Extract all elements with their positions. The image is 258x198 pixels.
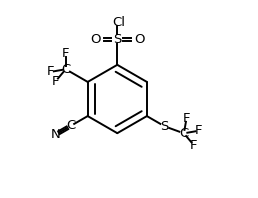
Text: F: F xyxy=(183,112,190,125)
Text: F: F xyxy=(52,75,59,88)
Text: C: C xyxy=(179,127,189,140)
Text: N: N xyxy=(51,128,60,141)
Text: O: O xyxy=(134,33,144,46)
Text: C: C xyxy=(66,119,75,132)
Text: F: F xyxy=(195,124,203,137)
Text: F: F xyxy=(62,47,69,60)
Text: S: S xyxy=(160,120,169,133)
Text: F: F xyxy=(190,139,197,151)
Text: O: O xyxy=(90,33,100,46)
Text: Cl: Cl xyxy=(112,16,125,29)
Text: C: C xyxy=(61,63,70,76)
Text: F: F xyxy=(47,66,54,78)
Text: S: S xyxy=(113,33,122,46)
